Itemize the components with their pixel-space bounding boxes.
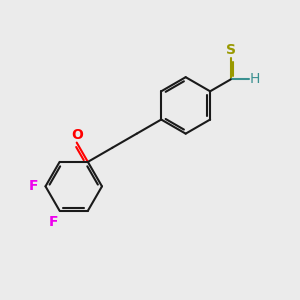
Text: F: F [49,214,58,229]
Text: F: F [28,179,38,193]
Text: S: S [226,43,236,57]
Text: O: O [71,128,82,142]
Text: H: H [250,72,260,86]
